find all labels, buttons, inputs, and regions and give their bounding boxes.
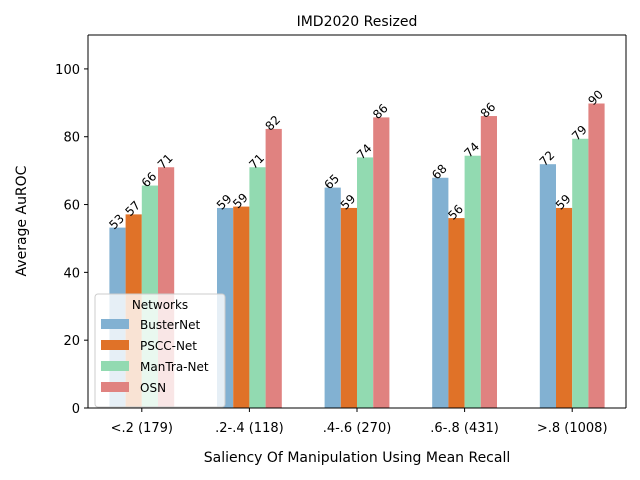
x-tick-label: <.2 (179) xyxy=(111,421,173,436)
bar-busternet xyxy=(324,187,341,408)
y-tick-label: 20 xyxy=(63,334,80,349)
legend: Networks BusterNet PSCC-Net ManTra-Net OSN xyxy=(94,293,226,408)
legend-label: BusterNet xyxy=(140,318,200,332)
bar-mantra-net xyxy=(249,167,266,408)
y-axis-title: Average AuROC xyxy=(14,165,30,276)
bar-pscc-net xyxy=(448,218,465,408)
x-axis-title: Saliency Of Manipulation Using Mean Reca… xyxy=(204,450,510,466)
legend-label: OSN xyxy=(140,381,166,395)
bar-osn xyxy=(373,117,390,408)
x-tick-label: >.8 (1008) xyxy=(537,421,608,436)
bar-mantra-net xyxy=(464,155,481,408)
x-tick-label: .6-.8 (431) xyxy=(430,421,499,436)
chart-title: IMD2020 Resized xyxy=(297,14,418,30)
bar-pscc-net xyxy=(340,207,357,408)
y-tick-label: 40 xyxy=(63,266,80,281)
legend-swatch xyxy=(101,340,129,350)
legend-swatch xyxy=(101,382,129,392)
bar-osn xyxy=(480,116,497,408)
x-tick-label: .4-.6 (270) xyxy=(323,421,392,436)
bar-busternet xyxy=(539,164,556,408)
bar-pscc-net xyxy=(556,207,573,408)
y-tick-label: 0 xyxy=(72,402,80,417)
legend-swatch xyxy=(101,361,129,371)
y-tick-label: 80 xyxy=(63,131,80,146)
bar-pscc-net xyxy=(233,206,250,408)
legend-label: PSCC-Net xyxy=(140,339,197,353)
legend-swatch xyxy=(101,319,129,329)
bar-mantra-net xyxy=(357,157,374,408)
y-tick-label: 60 xyxy=(63,199,80,214)
y-tick-label: 100 xyxy=(55,63,80,78)
bar-busternet xyxy=(432,177,449,408)
bar-mantra-net xyxy=(572,138,589,408)
legend-title: Networks xyxy=(132,298,188,312)
legend-label: ManTra-Net xyxy=(140,360,209,374)
bar-osn xyxy=(588,103,605,408)
x-tick-label: .2-.4 (118) xyxy=(215,421,284,436)
bar-osn xyxy=(265,128,282,409)
